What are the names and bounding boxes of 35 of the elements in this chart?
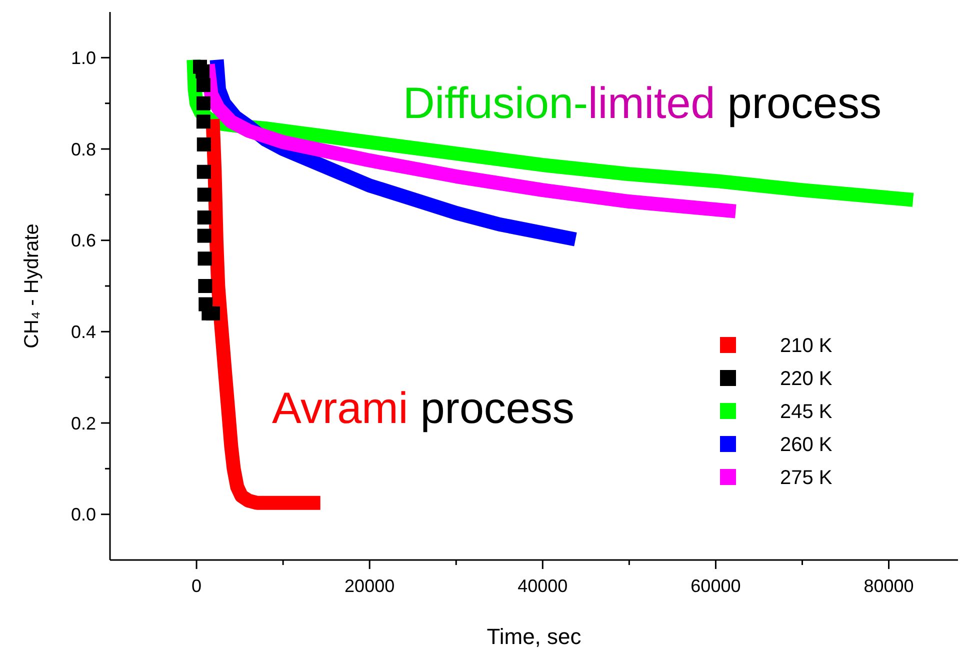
legend-label: 220 K: [780, 368, 833, 390]
point: [196, 64, 210, 78]
x-tick-label: 80000: [864, 576, 914, 596]
y-tick-label: 0.8: [70, 139, 96, 160]
point: [197, 228, 212, 243]
annotation: Avrami: [272, 384, 408, 433]
legend-label: 210 K: [780, 335, 833, 357]
point: [196, 78, 210, 92]
legend-label: 260 K: [780, 434, 833, 456]
x-axis-title: Time, sec: [486, 624, 582, 649]
y-tick-label: 1.0: [70, 48, 96, 68]
point: [196, 164, 211, 179]
annotation: Diffusion-: [403, 79, 588, 128]
y-tick-label: 0.0: [70, 504, 96, 525]
point: [198, 279, 212, 293]
legend-label: 245 K: [780, 401, 833, 423]
point: [196, 137, 211, 152]
y-tick-label: 0.4: [70, 322, 96, 342]
point: [198, 252, 212, 266]
y-tick-label: 0.6: [70, 230, 96, 251]
annotation: process: [408, 384, 574, 433]
point: [196, 114, 210, 129]
x-tick-label: 20000: [344, 576, 395, 596]
point: [197, 210, 212, 224]
point: [197, 188, 212, 202]
x-tick-label: 40000: [518, 576, 568, 596]
y-axis-title: CH₄ - Hydrate: [21, 224, 43, 348]
y-tick-label: 0.2: [70, 413, 96, 434]
annotation: process: [715, 79, 882, 128]
point: [206, 306, 220, 320]
point: [196, 96, 210, 110]
legend-label: 275 K: [780, 467, 833, 489]
x-tick-label: 0: [192, 576, 202, 596]
annotation: limited: [588, 79, 716, 128]
x-tick-label: 60000: [690, 576, 741, 596]
